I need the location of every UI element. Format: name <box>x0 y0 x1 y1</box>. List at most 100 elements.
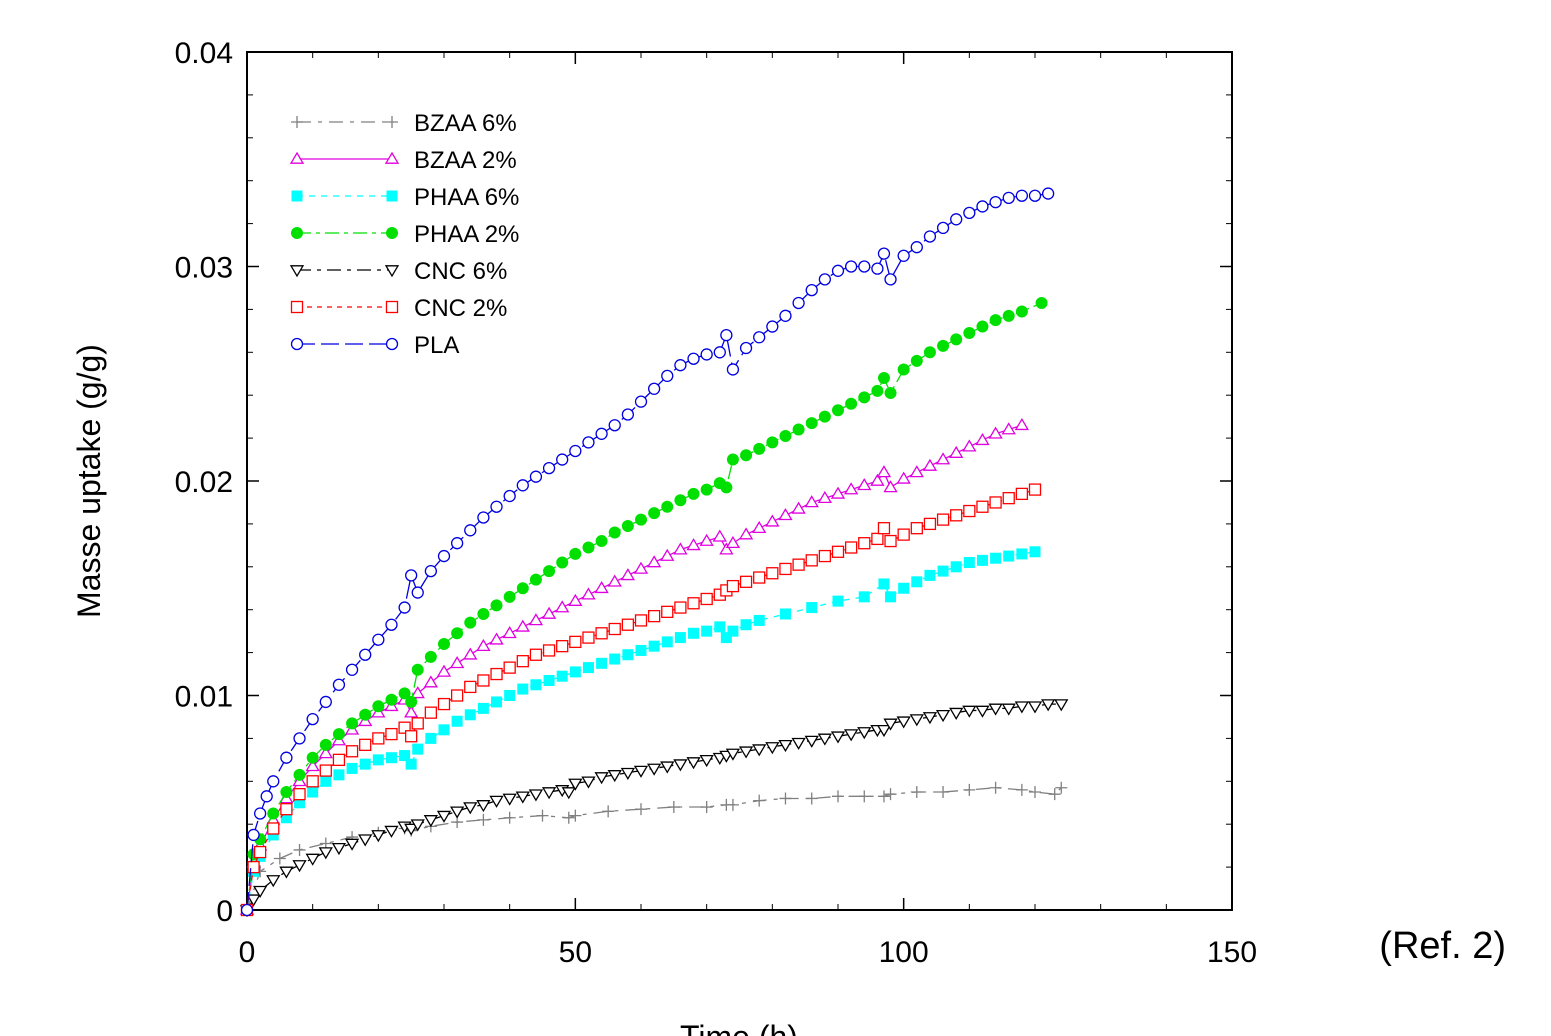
data-point <box>753 614 765 626</box>
data-point <box>883 480 898 493</box>
data-point <box>779 792 792 805</box>
data-point <box>661 605 674 618</box>
data-point <box>779 608 791 620</box>
data-point <box>359 708 372 721</box>
data-point <box>924 569 936 581</box>
data-point <box>359 738 372 751</box>
data-point <box>608 526 621 539</box>
data-point <box>569 666 581 678</box>
data-point <box>476 800 491 813</box>
data-point <box>975 705 990 718</box>
data-point <box>561 787 576 800</box>
data-point <box>622 649 634 661</box>
data-point <box>937 339 950 352</box>
data-point <box>674 632 686 644</box>
data-point <box>240 903 254 917</box>
data-point <box>1002 309 1015 322</box>
data-point <box>607 574 622 587</box>
data-point <box>884 788 897 801</box>
data-point <box>988 426 1003 439</box>
data-point <box>436 810 452 823</box>
data-point <box>963 206 976 220</box>
data-point <box>405 758 417 770</box>
y-tick-label: 0 <box>216 895 233 928</box>
data-point <box>976 200 989 213</box>
data-point <box>543 674 555 686</box>
data-point <box>1015 305 1028 318</box>
data-point <box>253 807 267 820</box>
data-point <box>595 627 608 640</box>
data-point <box>805 283 818 297</box>
data-point <box>621 618 635 631</box>
data-point <box>529 573 542 586</box>
series-line <box>246 551 1036 911</box>
data-point <box>843 482 859 495</box>
data-point <box>477 607 490 620</box>
data-point <box>884 387 897 400</box>
data-point <box>633 765 649 778</box>
data-point <box>634 614 648 627</box>
data-point <box>502 793 517 806</box>
data-point <box>436 664 452 677</box>
data-point <box>726 363 740 376</box>
series-phaa-2- <box>241 296 1048 916</box>
data-point <box>502 626 517 639</box>
data-point <box>477 702 489 714</box>
data-point <box>293 732 306 745</box>
data-point <box>449 806 465 819</box>
data-point <box>949 707 964 720</box>
data-point <box>877 247 891 260</box>
data-point <box>817 733 833 746</box>
data-point <box>844 260 858 273</box>
data-point <box>673 542 688 555</box>
data-point <box>386 227 398 239</box>
data-point <box>437 697 451 711</box>
data-point <box>988 703 1003 716</box>
legend-label: PHAA 2% <box>414 221 519 248</box>
data-point <box>451 715 463 727</box>
data-point <box>843 729 859 742</box>
series-line <box>246 703 1062 911</box>
data-point <box>385 727 398 741</box>
data-point <box>385 752 397 764</box>
data-point <box>923 346 936 359</box>
data-point <box>516 582 529 595</box>
data-point <box>877 372 890 385</box>
data-point <box>1055 781 1068 794</box>
data-point <box>989 781 1002 794</box>
data-point <box>725 535 741 549</box>
data-point <box>739 341 753 355</box>
data-point <box>332 753 346 766</box>
data-point <box>386 116 398 128</box>
data-point <box>252 885 268 898</box>
data-point <box>660 761 675 774</box>
data-point <box>291 116 303 128</box>
data-point <box>661 369 674 383</box>
data-point <box>489 632 504 645</box>
data-point <box>423 815 439 828</box>
data-point <box>541 606 557 619</box>
data-point <box>688 627 700 639</box>
data-point <box>673 759 688 772</box>
data-point <box>804 735 819 748</box>
data-point <box>344 838 360 851</box>
data-point <box>871 384 884 397</box>
data-point <box>701 625 713 637</box>
data-point <box>607 770 622 783</box>
data-point <box>386 190 398 202</box>
data-point <box>594 772 609 785</box>
legend-label: CNC 6% <box>414 258 507 285</box>
data-point <box>1054 699 1069 712</box>
data-point <box>424 650 437 663</box>
data-point <box>582 541 595 554</box>
data-point <box>976 500 989 513</box>
data-point <box>1048 788 1061 801</box>
data-point <box>398 721 411 734</box>
data-point <box>516 655 529 668</box>
data-point <box>648 507 661 520</box>
data-point <box>1029 546 1041 558</box>
data-point <box>292 860 307 873</box>
data-point <box>804 495 819 508</box>
data-point <box>726 579 740 593</box>
data-point <box>569 547 582 560</box>
